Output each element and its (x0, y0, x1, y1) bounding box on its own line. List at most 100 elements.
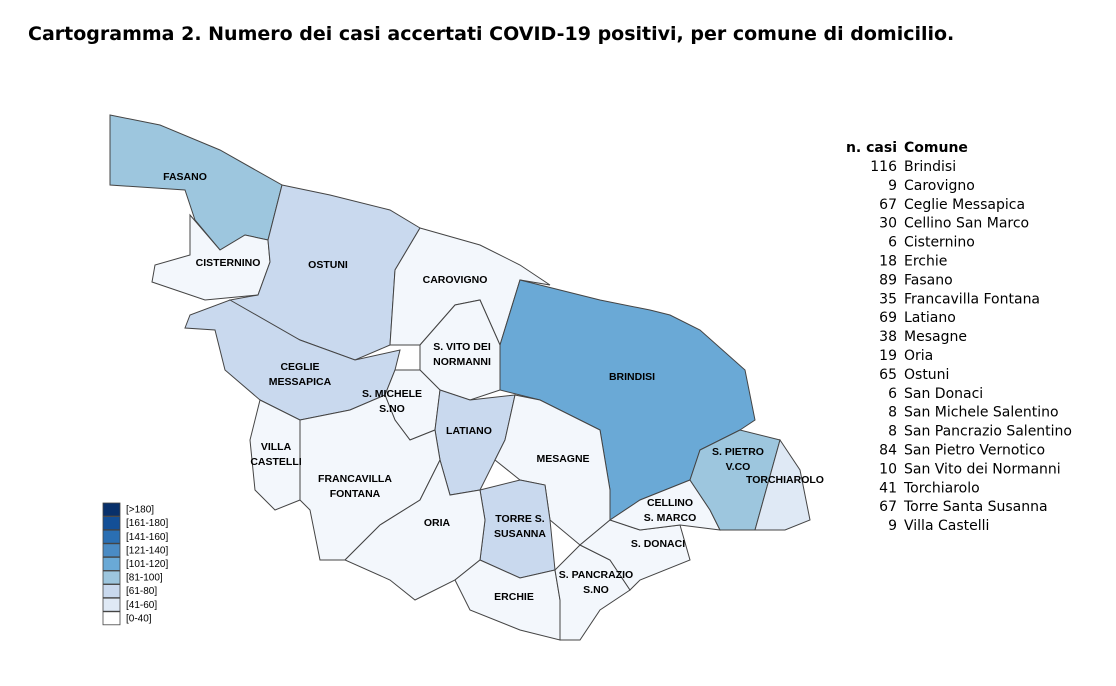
legend-label: [81-100] (126, 573, 163, 584)
case-count: 8 (888, 424, 897, 440)
case-count: 19 (879, 348, 897, 364)
map-label: FRANCAVILLA (318, 473, 392, 485)
case-count: 67 (879, 499, 897, 515)
case-count: 6 (888, 235, 897, 251)
legend-swatch (102, 597, 121, 612)
case-count: 8 (888, 405, 897, 421)
municipality: Ceglie Messapica (904, 197, 1025, 213)
map-label: MESAGNE (536, 453, 589, 465)
case-count: 89 (879, 272, 897, 288)
legend-swatch (102, 570, 121, 585)
case-table: n. casi Comune 116 Brindisi 9 Carovigno 67 Cegl… (846, 140, 1072, 534)
case-count: 116 (870, 159, 897, 175)
municipality: Erchie (904, 254, 947, 270)
map (109, 114, 811, 641)
case-count: 41 (879, 480, 897, 496)
map-label: SUSANNA (494, 528, 546, 540)
municipality: Villa Castelli (904, 518, 989, 534)
map-label: ERCHIE (494, 591, 534, 603)
municipality: Oria (904, 348, 933, 364)
municipality: San Pietro Vernotico (904, 443, 1045, 459)
map-label: S. MARCO (644, 512, 697, 524)
municipality: Carovigno (904, 178, 975, 194)
legend-swatch (102, 584, 121, 598)
map-label: V.CO (726, 461, 751, 473)
case-count: 38 (879, 329, 897, 345)
municipality: Torchiarolo (903, 480, 980, 496)
case-count: 84 (879, 443, 897, 459)
case-count: 10 (879, 461, 897, 477)
map-label: NORMANNI (433, 356, 491, 368)
case-count: 9 (888, 518, 897, 534)
legend-label: [101-120] (126, 559, 168, 570)
map-label: CELLINO (647, 497, 693, 509)
municipality: Fasano (904, 272, 953, 288)
map-label: BRINDISI (609, 371, 655, 383)
municipality: Brindisi (904, 159, 956, 175)
map-label: MESSAPICA (269, 376, 332, 388)
municipality: San Vito dei Normanni (904, 461, 1061, 477)
municipality: Mesagne (904, 329, 967, 345)
legend-swatch (102, 543, 121, 558)
map-label: S.NO (583, 584, 609, 596)
case-count: 67 (879, 197, 897, 213)
map-label: CEGLIE (280, 361, 319, 373)
legend-swatch (102, 502, 121, 517)
municipality: Cellino San Marco (904, 216, 1029, 232)
legend-label: [141-160] (126, 532, 168, 543)
map-labels: FASANO CISTERNINO OSTUNI CAROVIGNO CEGLIE MES… (163, 171, 824, 603)
table-header: Comune (904, 140, 968, 156)
case-count: 9 (888, 178, 897, 194)
region (754, 438, 811, 531)
map-label: S. MICHELE (362, 388, 422, 400)
case-count: 30 (879, 216, 897, 232)
municipality: San Donaci (904, 386, 983, 402)
legend-label: [41-60] (126, 600, 157, 611)
case-count: 69 (879, 310, 897, 326)
municipality: San Michele Salentino (904, 405, 1059, 421)
municipality: Torre Santa Susanna (903, 499, 1048, 515)
region (689, 429, 781, 531)
municipality: Ostuni (904, 367, 949, 383)
map-label: CISTERNINO (196, 257, 261, 269)
region (434, 389, 516, 496)
map-label: OSTUNI (308, 259, 348, 271)
map-label: TORCHIAROLO (746, 474, 824, 486)
title: Cartogramma 2. Numero dei casi accertati… (28, 23, 954, 45)
map-label: S. VITO DEI (433, 341, 491, 353)
municipality: Cisternino (904, 235, 975, 251)
map-label: FONTANA (330, 488, 381, 500)
map-label: S.NO (379, 403, 405, 415)
map-label: VILLA (261, 441, 292, 453)
map-label: S. DONACI (631, 538, 685, 550)
case-count: 6 (888, 386, 897, 402)
case-count: 65 (879, 367, 897, 383)
legend-label: [0-40] (126, 613, 152, 624)
legend-swatch (102, 557, 121, 571)
map-label: CAROVIGNO (423, 274, 488, 286)
region (249, 399, 301, 511)
case-count: 18 (879, 254, 897, 270)
map-label: S. PIETRO (712, 446, 764, 458)
case-count: 35 (879, 291, 897, 307)
legend: [>180] [161-180] [141-160] [121-140] [101-12… (102, 502, 168, 626)
map-label: ORIA (424, 517, 451, 529)
map-label: S. PANCRAZIO (559, 569, 633, 581)
legend-label: [61-80] (126, 586, 157, 597)
map-label: FASANO (163, 171, 207, 183)
map-label: LATIANO (446, 425, 492, 437)
legend-label: [121-140] (126, 545, 168, 556)
legend-swatch (102, 529, 121, 544)
legend-swatch (102, 611, 121, 626)
region (344, 458, 486, 601)
legend-label: [161-180] (126, 518, 168, 529)
municipality: Latiano (904, 310, 956, 326)
map-label: CASTELLI (250, 456, 301, 468)
region (494, 394, 611, 546)
legend-label: [>180] (126, 505, 154, 516)
table-header: n. casi (846, 140, 897, 156)
legend-swatch (102, 516, 121, 530)
municipality: San Pancrazio Salentino (904, 424, 1072, 440)
